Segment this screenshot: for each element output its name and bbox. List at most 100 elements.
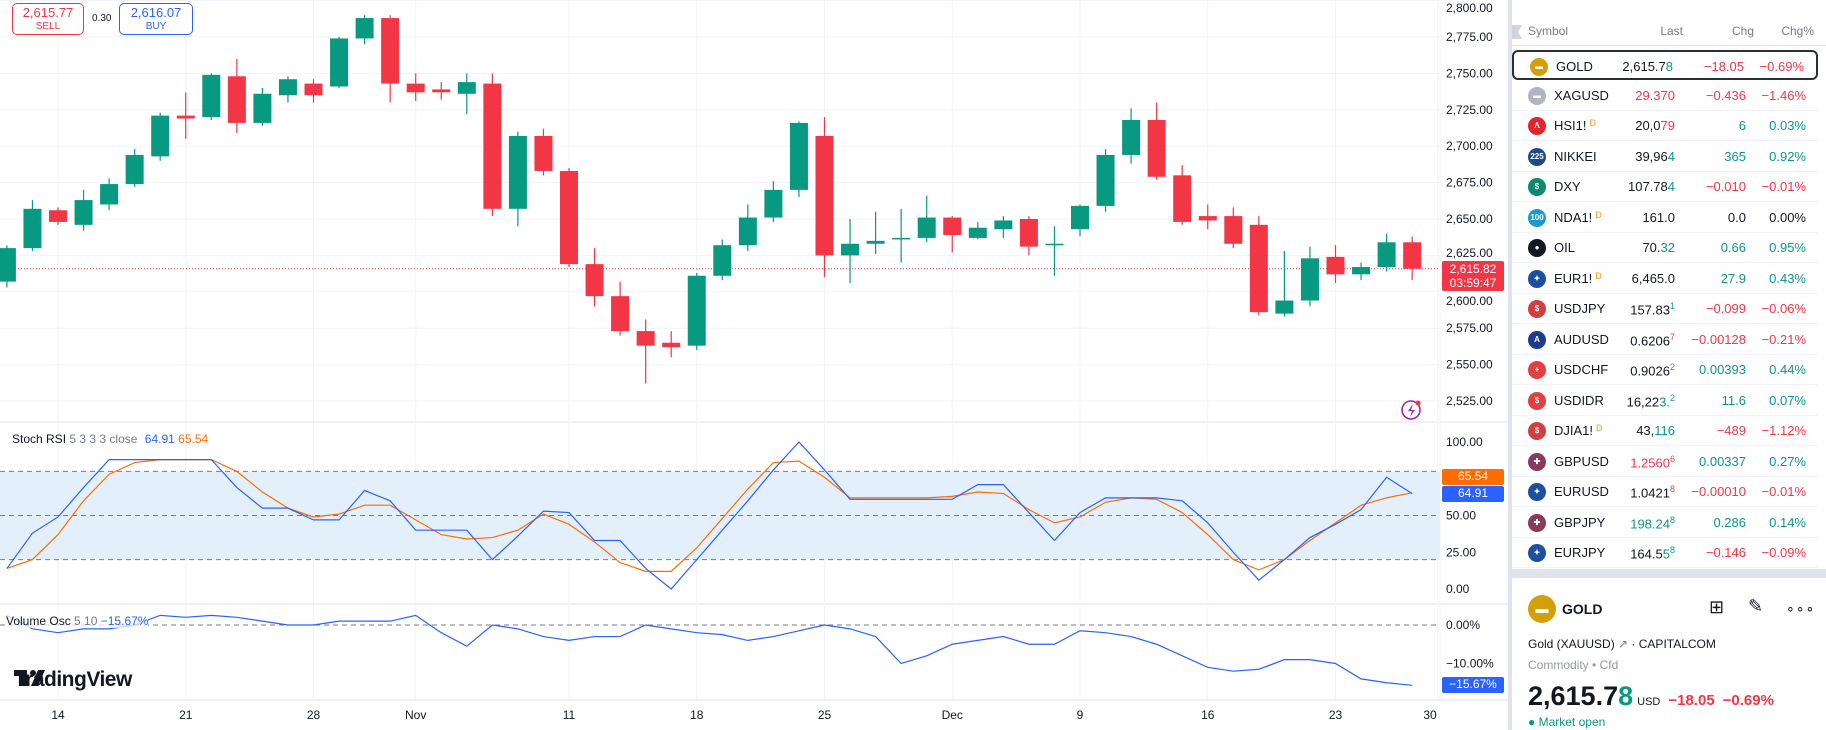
candle[interactable] bbox=[406, 73, 425, 102]
candle[interactable] bbox=[381, 15, 400, 103]
candle[interactable] bbox=[636, 319, 655, 384]
watchlist-row-oil[interactable]: ● OIL 70.32 0.66 0.95% bbox=[1512, 233, 1818, 263]
watchlist-row-gbpusd[interactable]: ✚ GBPUSD 1.25606 0.00337 0.27% bbox=[1512, 447, 1818, 477]
candle[interactable] bbox=[841, 219, 860, 284]
external-link-icon[interactable]: ↗ bbox=[1618, 637, 1629, 651]
candle[interactable] bbox=[432, 82, 451, 100]
watchlist-row-gbpjpy[interactable]: ✚ GBPJPY 198.248 0.286 0.14% bbox=[1512, 508, 1818, 538]
last-price: 1.25606 bbox=[1630, 454, 1675, 470]
candle[interactable] bbox=[1198, 204, 1217, 230]
watchlist-row-djia1[interactable]: $ DJIA1! D 43,116 −489 −1.12% bbox=[1512, 416, 1818, 446]
candle[interactable] bbox=[23, 200, 42, 252]
candle[interactable] bbox=[585, 248, 604, 307]
watchlist-row-nikkei[interactable]: 225 NIKKEI 39,964 365 0.92% bbox=[1512, 142, 1818, 172]
candle[interactable] bbox=[764, 181, 783, 222]
candle[interactable] bbox=[1071, 204, 1089, 237]
candle[interactable] bbox=[304, 79, 323, 103]
candle[interactable] bbox=[789, 121, 808, 198]
candle[interactable] bbox=[1173, 165, 1192, 225]
candle[interactable] bbox=[330, 37, 349, 88]
watchlist-row-hsi1[interactable]: Λ HSI1! D 20,079 6 0.03% bbox=[1512, 111, 1818, 141]
candle[interactable] bbox=[49, 207, 67, 225]
candle[interactable] bbox=[1377, 233, 1396, 272]
candle[interactable] bbox=[483, 73, 502, 217]
grid-icon[interactable]: ⊞ bbox=[1709, 597, 1725, 617]
details-symbol[interactable]: GOLD bbox=[1562, 601, 1603, 617]
buy-button[interactable]: 2,616.07 BUY bbox=[119, 3, 193, 35]
tradingview-logo[interactable]: TradingView bbox=[14, 668, 132, 692]
candle[interactable] bbox=[1096, 149, 1115, 212]
watchlist-row-xagusd[interactable]: ▬ XAGUSD 29.370 −0.436 −1.46% bbox=[1512, 81, 1818, 111]
candle[interactable] bbox=[74, 189, 93, 231]
volume-osc-legend[interactable]: Volume Osc 5 10 −15.67% bbox=[6, 614, 149, 628]
panel-divider[interactable] bbox=[1508, 0, 1512, 730]
col-chg-pct[interactable]: Chg% bbox=[1781, 24, 1814, 38]
volosc-value: −15.67% bbox=[100, 614, 149, 628]
candle-body bbox=[23, 208, 42, 249]
details-exchange[interactable]: CAPITALCOM bbox=[1638, 637, 1716, 651]
candle[interactable] bbox=[560, 168, 578, 268]
candle[interactable] bbox=[738, 204, 757, 252]
chart-area[interactable]: 14 21 28 Nov 11 18 25 Dec 9 16 23 30 2,800.00 2,775.0… bbox=[0, 0, 1508, 730]
candle[interactable] bbox=[508, 131, 527, 227]
watchlist-row-usdjpy[interactable]: $ USDJPY 157.831 −0.099 −0.06% bbox=[1512, 294, 1818, 324]
watchlist-row-eurusd[interactable]: ✦ EURUSD 1.04218 −0.00010 −0.01% bbox=[1512, 477, 1818, 507]
candle-body bbox=[1300, 258, 1319, 301]
candle[interactable] bbox=[1249, 216, 1268, 316]
flag-icon[interactable] bbox=[1512, 25, 1522, 39]
candle[interactable] bbox=[0, 245, 16, 288]
watchlist-row-usdchf[interactable]: + USDCHF 0.90262 0.00393 0.44% bbox=[1512, 355, 1818, 385]
candle[interactable] bbox=[278, 76, 297, 103]
watchlist-row-nda1[interactable]: 100 NDA1! D 161.0 0.0 0.00% bbox=[1512, 203, 1818, 233]
candle[interactable] bbox=[815, 117, 834, 278]
candle[interactable] bbox=[355, 15, 374, 45]
candle[interactable] bbox=[1147, 102, 1166, 180]
lightning-alert-icon[interactable] bbox=[1401, 400, 1421, 420]
candle[interactable] bbox=[1275, 251, 1294, 317]
candle[interactable] bbox=[917, 195, 936, 243]
col-chg[interactable]: Chg bbox=[1731, 24, 1754, 38]
candle[interactable] bbox=[1326, 245, 1345, 284]
candle[interactable] bbox=[125, 149, 144, 187]
candle[interactable] bbox=[1122, 108, 1141, 164]
col-symbol[interactable]: Symbol bbox=[1528, 24, 1569, 38]
candle[interactable] bbox=[1224, 207, 1243, 249]
candle[interactable] bbox=[1403, 236, 1422, 281]
sell-button[interactable]: 2,615.77 SELL bbox=[12, 3, 84, 35]
candle[interactable] bbox=[662, 331, 681, 358]
col-last[interactable]: Last bbox=[1660, 24, 1683, 38]
candle[interactable] bbox=[534, 128, 553, 176]
candle[interactable] bbox=[151, 112, 170, 161]
candle[interactable] bbox=[1045, 226, 1064, 276]
candle-body bbox=[1249, 224, 1268, 313]
candle[interactable] bbox=[202, 73, 221, 120]
candle[interactable] bbox=[176, 92, 195, 139]
candle[interactable] bbox=[611, 281, 630, 336]
candle[interactable] bbox=[968, 221, 987, 240]
candle[interactable] bbox=[892, 208, 911, 263]
candle[interactable] bbox=[994, 216, 1013, 238]
chart-canvas[interactable]: 14 21 28 Nov 11 18 25 Dec 9 16 23 30 2,800.00 2,775.0… bbox=[0, 0, 1508, 730]
change: 27.9 bbox=[1720, 270, 1746, 286]
more-icon[interactable]: ∘∘∘ bbox=[1786, 600, 1816, 616]
candle[interactable] bbox=[713, 239, 732, 281]
candle[interactable] bbox=[943, 216, 962, 253]
edit-icon[interactable]: ✎ bbox=[1748, 596, 1764, 616]
candle[interactable] bbox=[687, 272, 706, 351]
candle[interactable] bbox=[1019, 216, 1038, 256]
volosc-name: Volume Osc bbox=[6, 614, 71, 628]
candle[interactable] bbox=[1352, 262, 1371, 281]
candle[interactable] bbox=[866, 211, 885, 254]
watchlist-row-eurjpy[interactable]: ✦ EURJPY 164.558 −0.146 −0.09% bbox=[1512, 538, 1818, 568]
stoch-rsi-legend[interactable]: Stoch RSI 5 3 3 3 close 64.91 65.54 bbox=[12, 432, 208, 446]
candle[interactable] bbox=[253, 87, 272, 126]
candle[interactable] bbox=[227, 58, 246, 134]
watchlist-row-dxy[interactable]: $ DXY 107.784 −0.010 −0.01% bbox=[1512, 172, 1818, 202]
watchlist-row-usdidr[interactable]: $ USDIDR 16,223.2 11.6 0.07% bbox=[1512, 386, 1818, 416]
watchlist-row-audusd[interactable]: A AUDUSD 0.62067 −0.00128 −0.21% bbox=[1512, 325, 1818, 355]
candle[interactable] bbox=[100, 178, 119, 211]
watchlist-row-gold[interactable]: ▬ GOLD 2,615.78 −18.05 −0.69% bbox=[1512, 50, 1818, 80]
watchlist-row-eur1[interactable]: ✦ EUR1! D 6,465.0 27.9 0.43% bbox=[1512, 264, 1818, 294]
candle[interactable] bbox=[1300, 246, 1319, 307]
candle[interactable] bbox=[457, 73, 476, 115]
